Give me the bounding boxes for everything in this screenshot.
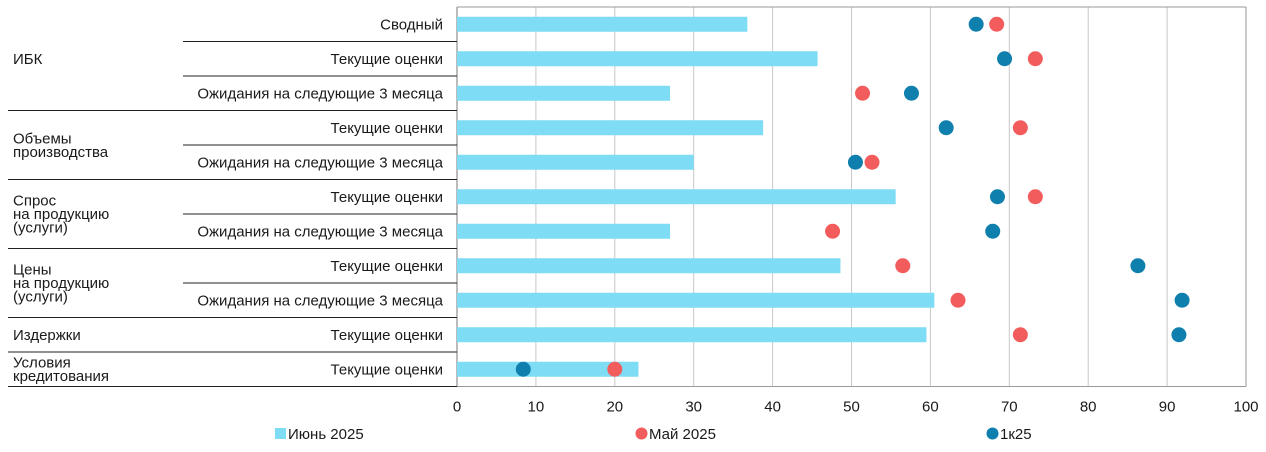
bar [457, 223, 671, 239]
category-label: Текущие оценки [331, 120, 443, 137]
bar [457, 154, 694, 170]
x-tick-label: 70 [1001, 399, 1018, 416]
group-label: ИБК [13, 51, 43, 68]
dot [997, 51, 1013, 67]
dot [825, 223, 841, 239]
x-axis: 0 10 20 30 40 50 60 70 80 90 100 [453, 399, 1259, 416]
category-label: Текущие оценки [331, 189, 443, 206]
legend-label: Май 2025 [649, 426, 716, 443]
bar [457, 120, 764, 136]
dot [968, 16, 984, 32]
bar [457, 361, 639, 377]
category-label: Текущие оценки [331, 327, 443, 344]
group-label: Объемы производства [13, 130, 109, 161]
x-tick-label: 20 [606, 399, 623, 416]
bar [457, 258, 841, 274]
dots [515, 16, 1190, 377]
bar [457, 327, 927, 343]
row-labels: ИБК Объемы производства Спрос на продукцию (у… [8, 16, 457, 387]
dot [864, 154, 880, 170]
dot [1027, 51, 1043, 67]
dot [515, 361, 531, 377]
dot [895, 258, 911, 274]
dot [1012, 327, 1028, 343]
x-tick-label: 80 [1080, 399, 1097, 416]
dot [1027, 189, 1043, 205]
group-label: Цены на продукцию (услуги) [13, 262, 109, 306]
x-tick-label: 0 [453, 399, 461, 416]
x-tick-label: 40 [764, 399, 781, 416]
category-label: Ожидания на следующие 3 месяца [197, 85, 443, 102]
x-tick-label: 50 [843, 399, 860, 416]
legend: Июнь 2025 Май 2025 1к25 [275, 426, 1032, 443]
bar [457, 189, 896, 205]
dot [1174, 292, 1190, 308]
dot [938, 120, 954, 136]
bar [457, 16, 748, 32]
category-label: Текущие оценки [331, 51, 443, 68]
legend-swatch [635, 427, 648, 440]
x-tick-label: 10 [528, 399, 545, 416]
x-tick-label: 100 [1233, 399, 1258, 416]
dot [989, 16, 1005, 32]
dot [1130, 258, 1146, 274]
x-tick-label: 60 [922, 399, 939, 416]
group-label: Спрос на продукцию (услуги) [13, 193, 109, 237]
x-tick-label: 90 [1159, 399, 1176, 416]
dot [950, 292, 966, 308]
dot [855, 85, 871, 101]
dot [607, 361, 623, 377]
category-label: Ожидания на следующие 3 месяца [197, 292, 443, 309]
legend-swatch [986, 427, 999, 440]
category-label: Текущие оценки [331, 361, 443, 378]
category-label: Текущие оценки [331, 258, 443, 275]
group-label: Условия кредитования [13, 355, 109, 386]
dot [989, 189, 1005, 205]
group-label: Издержки [13, 327, 81, 344]
bar [457, 51, 818, 67]
dot [903, 85, 919, 101]
dot [985, 223, 1001, 239]
category-label: Ожидания на следующие 3 месяца [197, 154, 443, 171]
dot [1171, 327, 1187, 343]
dot [847, 154, 863, 170]
bar [457, 292, 935, 308]
category-label: Ожидания на следующие 3 месяца [197, 223, 443, 240]
x-tick-label: 30 [685, 399, 702, 416]
legend-label: Июнь 2025 [288, 426, 364, 443]
legend-swatch [275, 428, 286, 439]
dot [1012, 120, 1028, 136]
legend-label: 1к25 [1000, 426, 1032, 443]
category-label: Сводный [380, 16, 443, 33]
bar [457, 85, 671, 101]
bars [457, 16, 935, 377]
